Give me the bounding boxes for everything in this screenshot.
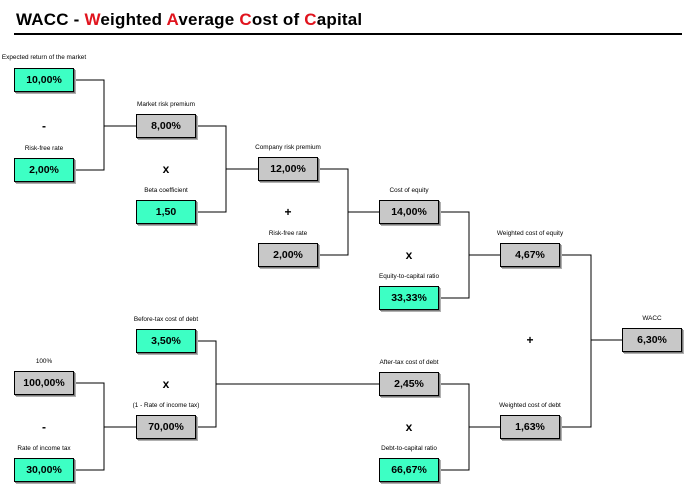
company-risk-premium-label: Company risk premium (255, 144, 321, 151)
equity-ratio-label: Equity-to-capital ratio (378, 273, 440, 280)
risk-free-rate-label: Risk-free rate (24, 145, 64, 152)
hundred-percent-label: 100% (35, 358, 53, 365)
connector-risk-free-b (318, 212, 349, 256)
minus-operator-market: - (42, 119, 46, 133)
market-risk-premium-box: 8,00% (136, 114, 196, 138)
title-text-segment: verage (178, 10, 240, 29)
hundred-percent-box: 100,00% (14, 371, 74, 395)
title-text-segment: eighted (100, 10, 167, 29)
company-risk-premium-box: 12,00% (258, 157, 318, 181)
expected-return-label: Expected return of the market (1, 54, 87, 61)
title-accent-letter: C (239, 10, 252, 29)
connector-weighted-debt (560, 340, 592, 428)
cost-of-equity-label: Cost of equity (389, 187, 429, 194)
one-minus-tax-box: 70,00% (136, 415, 196, 439)
wacc-label: WACC (642, 315, 662, 322)
income-tax-box: 30,00% (14, 458, 74, 482)
market-risk-premium-label: Market risk premium (137, 101, 195, 108)
weighted-cost-of-debt-box: 1,63% (500, 415, 560, 439)
connector-beta (196, 169, 227, 213)
connector-weighted-equity (560, 254, 592, 340)
title-accent-letter: W (84, 10, 101, 29)
weighted-cost-of-equity-label: Weighted cost of equity (496, 230, 564, 237)
connector-expected-return (74, 79, 105, 126)
title-text-segment: apital (316, 10, 363, 29)
connector-cost-equity (439, 211, 470, 255)
title-text-segment: WACC - (16, 10, 85, 29)
aftertax-debt-label: After-tax cost of debt (379, 359, 439, 366)
connector-pretax-debt (196, 340, 217, 384)
times-operator-tax: x (162, 377, 170, 391)
income-tax-label: Rate of income tax (17, 445, 71, 452)
times-operator-debt: x (405, 420, 413, 434)
wacc-box: 6,30% (622, 328, 682, 352)
debt-ratio-label: Debt-to-capital ratio (381, 445, 437, 452)
title-accent-letter: A (166, 10, 179, 29)
connector-company-risk (318, 168, 349, 212)
pretax-debt-box: 3,50% (136, 329, 196, 353)
cost-of-equity-box: 14,00% (379, 200, 439, 224)
connector-aftertax-debt (439, 383, 470, 427)
connector-one-minus-tax (196, 384, 217, 428)
risk-free-rate-box: 2,00% (14, 158, 74, 182)
beta-coefficient-label: Beta coefficient (144, 187, 188, 194)
times-operator-equity: x (405, 248, 413, 262)
plus-operator-wacc: + (526, 333, 534, 347)
equity-ratio-box: 33,33% (379, 286, 439, 310)
page-title: WACC - Weighted Average Cost of Capital (16, 10, 362, 30)
expected-return-box: 10,00% (14, 68, 74, 92)
connector-debt-ratio (439, 427, 470, 471)
pretax-debt-label: Before-tax cost of debt (133, 316, 199, 323)
connector-hundred (74, 382, 105, 427)
connector-market-risk (196, 125, 227, 169)
beta-coefficient-box: 1,50 (136, 200, 196, 224)
debt-ratio-box: 66,67% (379, 458, 439, 482)
risk-free-rate-label-2: Risk-free rate (268, 230, 308, 237)
plus-operator-risk-free: + (284, 205, 292, 219)
weighted-cost-of-equity-box: 4,67% (500, 243, 560, 267)
aftertax-debt-box: 2,45% (379, 372, 439, 396)
connector-risk-free-a (74, 126, 105, 171)
title-text-segment: ost of (251, 10, 305, 29)
title-accent-letter: C (304, 10, 317, 29)
minus-operator-tax: - (42, 420, 46, 434)
connector-income-tax (74, 427, 105, 471)
title-underline (14, 33, 682, 35)
risk-free-rate-box-2: 2,00% (258, 243, 318, 267)
one-minus-tax-label: (1 - Rate of income tax) (132, 402, 200, 409)
weighted-cost-of-debt-label: Weighted cost of debt (499, 402, 561, 409)
times-operator-beta: x (162, 162, 170, 176)
connector-equity-ratio (439, 255, 470, 299)
